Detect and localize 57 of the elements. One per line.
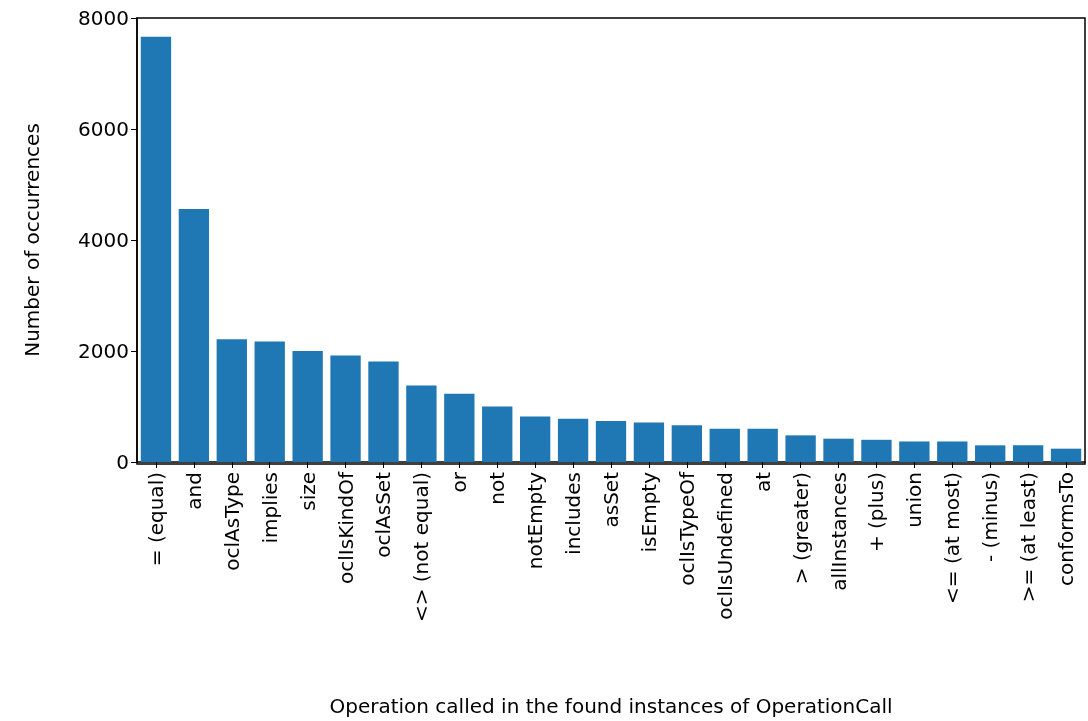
bar xyxy=(178,208,210,462)
bar xyxy=(519,416,551,462)
x-tick-label: union xyxy=(902,472,927,528)
bar xyxy=(709,428,740,462)
bar xyxy=(785,435,816,462)
bar xyxy=(937,441,968,462)
y-tick-label: 2000 xyxy=(78,339,129,363)
x-tick-label: includes xyxy=(561,472,586,555)
x-tick-label: - (minus) xyxy=(978,472,1003,562)
x-tick-label: allInstances xyxy=(826,472,851,591)
x-tick-label: <> (not equal) xyxy=(409,472,434,623)
x-tick-label: oclIsUndefined xyxy=(712,472,737,620)
bar xyxy=(1012,445,1044,462)
bar xyxy=(899,441,930,462)
x-tick-label: and xyxy=(181,472,206,510)
x-tick-label: not xyxy=(485,471,510,505)
y-tick-label: 4000 xyxy=(78,228,129,252)
x-tick-label: = (equal) xyxy=(143,472,168,567)
x-tick-label: notEmpty xyxy=(523,471,548,570)
x-tick-label: >= (at least) xyxy=(1016,472,1041,603)
x-tick-label: size xyxy=(295,472,320,511)
x-tick-label: implies xyxy=(257,472,282,544)
bar xyxy=(633,422,665,462)
bar xyxy=(216,339,247,462)
bar xyxy=(292,351,323,462)
x-tick-label: conformsTo xyxy=(1054,472,1079,587)
bar xyxy=(140,36,172,462)
bar xyxy=(671,425,703,462)
y-tick-label: 0 xyxy=(116,450,129,474)
bar xyxy=(254,341,285,462)
bar xyxy=(557,418,589,462)
x-tick-label: oclIsKindOf xyxy=(333,471,358,584)
x-tick-label: + (plus) xyxy=(864,472,889,553)
x-tick-label: <= (at most) xyxy=(940,472,965,604)
bar xyxy=(368,361,399,462)
y-tick-label: 6000 xyxy=(78,117,129,141)
x-tick-label: oclAsType xyxy=(219,472,244,571)
bar xyxy=(1050,448,1082,462)
x-tick-label: > (greater) xyxy=(788,472,813,585)
bar xyxy=(330,355,361,462)
bar xyxy=(823,438,854,462)
x-tick-label: or xyxy=(447,471,472,493)
bar xyxy=(482,406,513,462)
x-tick-label: asSet xyxy=(599,471,623,528)
x-tick-label: oclIsTypeOf xyxy=(674,471,699,586)
y-tick-label: 8000 xyxy=(78,6,129,30)
bar xyxy=(595,420,627,462)
y-axis-title: Number of occurrences xyxy=(20,123,44,357)
x-tick-label: isEmpty xyxy=(636,471,661,553)
x-axis-title: Operation called in the found instances of OperationCall xyxy=(329,694,893,718)
x-tick-label: at xyxy=(750,471,775,493)
bar xyxy=(406,385,437,462)
bar xyxy=(444,393,475,462)
bar xyxy=(861,439,892,462)
bar xyxy=(975,445,1006,462)
bar xyxy=(747,428,778,462)
x-tick-label: oclAsSet xyxy=(371,471,396,558)
